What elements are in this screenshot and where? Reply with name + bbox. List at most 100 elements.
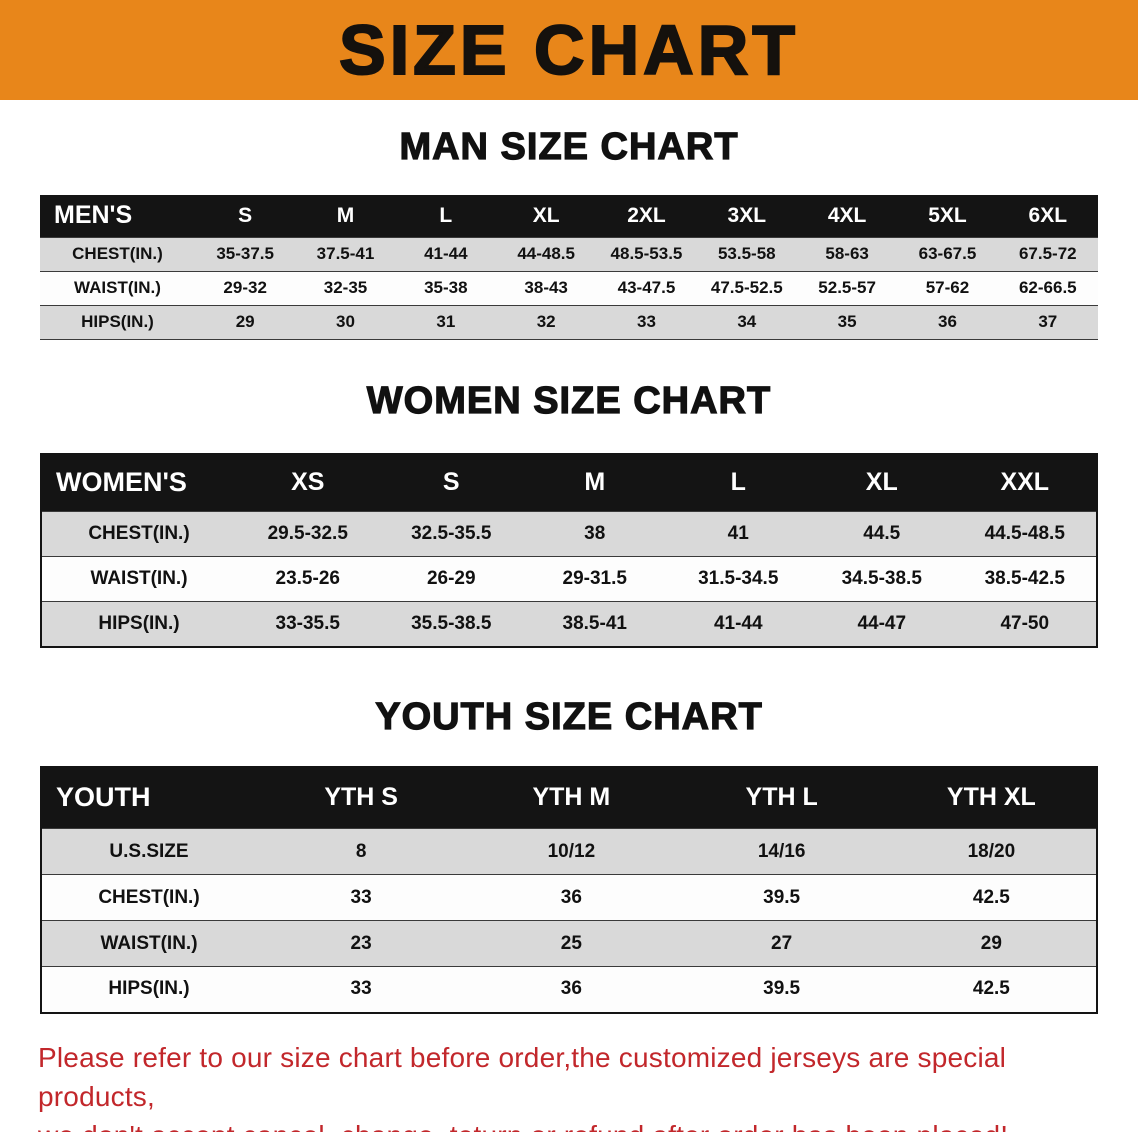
measurement-label: HIPS(IN.) xyxy=(108,978,190,1000)
size-value-cell: 58-63 xyxy=(825,244,869,263)
size-value-cell: 31 xyxy=(436,312,456,331)
size-value-cell: 35 xyxy=(837,312,857,331)
size-value-cell: 32-35 xyxy=(323,278,368,297)
size-value-cell: 37.5-41 xyxy=(316,244,375,263)
size-value-cell: 39.5 xyxy=(763,978,801,1000)
size-value-cell: 35-37.5 xyxy=(216,244,274,263)
disclaimer-line-2: we don't accept cancel, change, teturn o… xyxy=(38,1116,1100,1132)
women-size-section: WOMEN SIZE CHART WOMEN'S XS S M L XL XXL CHEST(… xyxy=(0,379,1138,648)
size-column-header: L xyxy=(666,453,810,512)
table-row: WAIST(IN.) 29-32 32-35 35-38 38-43 43-47.5 47.… xyxy=(40,271,1098,305)
table-row: WAIST(IN.) 23 25 27 29 xyxy=(41,920,1097,967)
size-value-cell: 32 xyxy=(536,312,556,331)
size-value-cell: 47-50 xyxy=(1000,612,1050,634)
size-value-cell: 36 xyxy=(560,886,582,908)
size-value-cell: 43-47.5 xyxy=(617,278,676,297)
size-value-cell: 25 xyxy=(560,932,582,954)
size-value-cell: 29-32 xyxy=(223,278,267,297)
size-value-cell: 48.5-53.5 xyxy=(610,244,683,263)
measurement-label: WAIST(IN.) xyxy=(90,568,188,589)
size-value-cell: 47.5-52.5 xyxy=(710,278,783,297)
size-value-cell: 14/16 xyxy=(757,840,806,862)
disclaimer: Please refer to our size chart before or… xyxy=(38,1038,1100,1132)
size-column-header: 5XL xyxy=(897,195,998,237)
table-title-cell: WOMEN'S xyxy=(41,453,236,512)
table-row: HIPS(IN.) 33-35.5 35.5-38.5 38.5-41 41-44 44-… xyxy=(41,601,1097,647)
size-column-header: YTH S xyxy=(256,766,467,829)
size-value-cell: 33 xyxy=(637,312,656,331)
size-value-cell: 31.5-34.5 xyxy=(698,568,779,589)
size-value-cell: 36 xyxy=(938,312,957,331)
size-value-cell: 53.5-58 xyxy=(717,244,776,263)
size-value-cell: 57-62 xyxy=(925,278,970,297)
size-value-cell: 44-48.5 xyxy=(517,244,575,263)
size-column-header: S xyxy=(195,195,296,237)
size-value-cell: 23.5-26 xyxy=(275,568,340,589)
measurement-label: WAIST(IN.) xyxy=(74,278,161,297)
size-column-header: YTH M xyxy=(466,766,677,829)
size-value-cell: 38-43 xyxy=(524,278,568,297)
size-value-cell: 33-35.5 xyxy=(275,612,340,634)
size-value-cell: 18/20 xyxy=(967,840,1016,862)
size-value-cell: 26-29 xyxy=(426,568,476,589)
size-charts-main: MAN SIZE CHART MEN'S S M L XL 2XL 3XL 4XL 5XL 6XL… xyxy=(0,125,1138,1014)
size-column-header: 3XL xyxy=(696,195,797,237)
table-title-cell: YOUTH xyxy=(41,766,256,829)
size-column-header: 6XL xyxy=(997,195,1098,237)
size-value-cell: 37 xyxy=(1038,312,1058,331)
size-value-cell: 62-66.5 xyxy=(1018,278,1077,297)
size-value-cell: 34.5-38.5 xyxy=(841,568,922,589)
size-value-cell: 33 xyxy=(350,978,372,1000)
table-row: CHEST(IN.) 35-37.5 37.5-41 41-44 44-48.5 48.5… xyxy=(40,237,1098,271)
size-value-cell: 30 xyxy=(336,312,355,331)
table-header-row: MEN'S S M L XL 2XL 3XL 4XL 5XL 6XL xyxy=(40,195,1098,237)
size-value-cell: 38 xyxy=(584,523,606,544)
youth-size-section: YOUTH SIZE CHART YOUTH YTH S YTH M YTH L YTH… xyxy=(0,695,1138,1014)
measurement-label: WAIST(IN.) xyxy=(100,932,198,954)
size-value-cell: 34 xyxy=(737,312,757,331)
measurement-label: U.S.SIZE xyxy=(109,840,189,862)
size-value-cell: 27 xyxy=(771,932,793,954)
size-value-cell: 29-31.5 xyxy=(562,568,627,589)
measurement-label: CHEST(IN.) xyxy=(88,523,190,544)
size-value-cell: 35-38 xyxy=(424,278,468,297)
size-column-header: XL xyxy=(495,195,597,237)
size-value-cell: 29.5-32.5 xyxy=(267,523,348,544)
measurement-label: CHEST(IN.) xyxy=(98,886,200,908)
size-column-header: XXL xyxy=(953,453,1097,512)
size-value-cell: 41-44 xyxy=(713,612,763,634)
measurement-label: HIPS(IN.) xyxy=(98,612,180,634)
table-title-cell: MEN'S xyxy=(40,195,195,237)
size-value-cell: 32.5-35.5 xyxy=(411,523,492,544)
size-column-header: M xyxy=(523,453,667,512)
size-value-cell: 52.5-57 xyxy=(818,278,876,297)
size-value-cell: 36 xyxy=(560,978,582,1000)
size-column-header: XS xyxy=(236,453,380,512)
table-row: WAIST(IN.) 23.5-26 26-29 29-31.5 31.5-34.5 34… xyxy=(41,556,1097,602)
size-value-cell: 35.5-38.5 xyxy=(411,612,492,634)
table-row: CHEST(IN.) 29.5-32.5 32.5-35.5 38 41 44.5 44.5… xyxy=(41,511,1097,557)
banner: SIZE CHART xyxy=(0,0,1138,100)
disclaimer-line-1: Please refer to our size chart before or… xyxy=(38,1041,1007,1112)
table-row: HIPS(IN.) 33 36 39.5 42.5 xyxy=(41,966,1097,1013)
men-size-table: MEN'S S M L XL 2XL 3XL 4XL 5XL 6XL CHEST(IN.) 35-37… xyxy=(40,195,1098,340)
size-column-header: 4XL xyxy=(796,195,898,237)
size-column-header: YTH XL xyxy=(886,766,1097,829)
size-column-header: M xyxy=(295,195,396,237)
size-value-cell: 39.5 xyxy=(763,886,801,908)
size-column-header: L xyxy=(395,195,496,237)
size-value-cell: 67.5-72 xyxy=(1018,244,1077,263)
size-value-cell: 42.5 xyxy=(972,978,1010,1000)
table-header-row: YOUTH YTH S YTH M YTH L YTH XL xyxy=(41,766,1097,829)
youth-size-table: YOUTH YTH S YTH M YTH L YTH XL U.S.SIZE 8 10/12… xyxy=(40,765,1098,1014)
size-value-cell: 42.5 xyxy=(972,886,1010,908)
youth-section-heading: YOUTH SIZE CHART xyxy=(375,695,763,738)
size-value-cell: 41 xyxy=(727,523,749,544)
page-title: SIZE CHART xyxy=(338,10,799,90)
measurement-label: CHEST(IN.) xyxy=(72,244,163,263)
size-value-cell: 38.5-42.5 xyxy=(984,568,1065,589)
size-value-cell: 44-47 xyxy=(857,612,907,634)
size-value-cell: 8 xyxy=(355,840,367,862)
size-value-cell: 33 xyxy=(350,886,372,908)
